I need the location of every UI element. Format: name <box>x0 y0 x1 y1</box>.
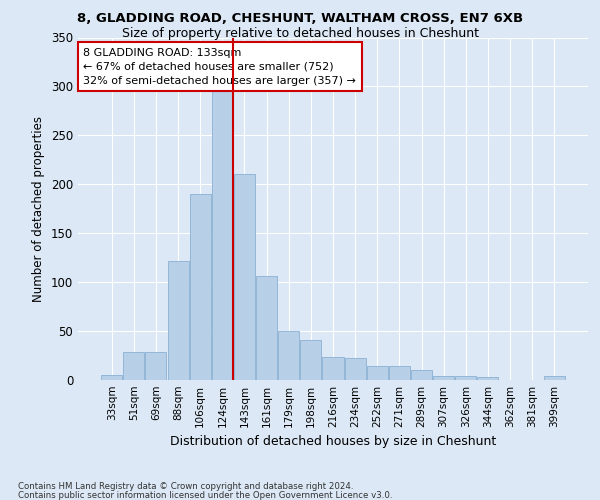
Bar <box>101 375 122 380</box>
Text: Contains public sector information licensed under the Open Government Licence v3: Contains public sector information licen… <box>18 490 392 500</box>
Text: Size of property relative to detached houses in Cheshunt: Size of property relative to detached ho… <box>121 28 479 40</box>
Bar <box>367 366 388 380</box>
Text: 8 GLADDING ROAD: 133sqm
← 67% of detached houses are smaller (752)
32% of semi-d: 8 GLADDING ROAD: 133sqm ← 67% of detache… <box>83 48 356 86</box>
Bar <box>145 352 166 380</box>
Bar <box>124 352 145 380</box>
Bar <box>301 340 322 380</box>
Bar <box>278 331 299 380</box>
Text: 8, GLADDING ROAD, CHESHUNT, WALTHAM CROSS, EN7 6XB: 8, GLADDING ROAD, CHESHUNT, WALTHAM CROS… <box>77 12 523 26</box>
Bar <box>478 377 499 380</box>
Bar <box>455 376 476 380</box>
Bar <box>433 376 454 380</box>
Text: Contains HM Land Registry data © Crown copyright and database right 2024.: Contains HM Land Registry data © Crown c… <box>18 482 353 491</box>
Bar <box>544 376 565 380</box>
Bar <box>256 276 277 380</box>
Bar <box>344 358 365 380</box>
Bar <box>167 260 188 380</box>
Bar <box>389 366 410 380</box>
Bar <box>212 92 233 380</box>
Bar <box>322 358 344 380</box>
Bar <box>190 194 211 380</box>
Bar <box>411 370 432 380</box>
X-axis label: Distribution of detached houses by size in Cheshunt: Distribution of detached houses by size … <box>170 436 496 448</box>
Y-axis label: Number of detached properties: Number of detached properties <box>32 116 46 302</box>
Bar <box>234 174 255 380</box>
